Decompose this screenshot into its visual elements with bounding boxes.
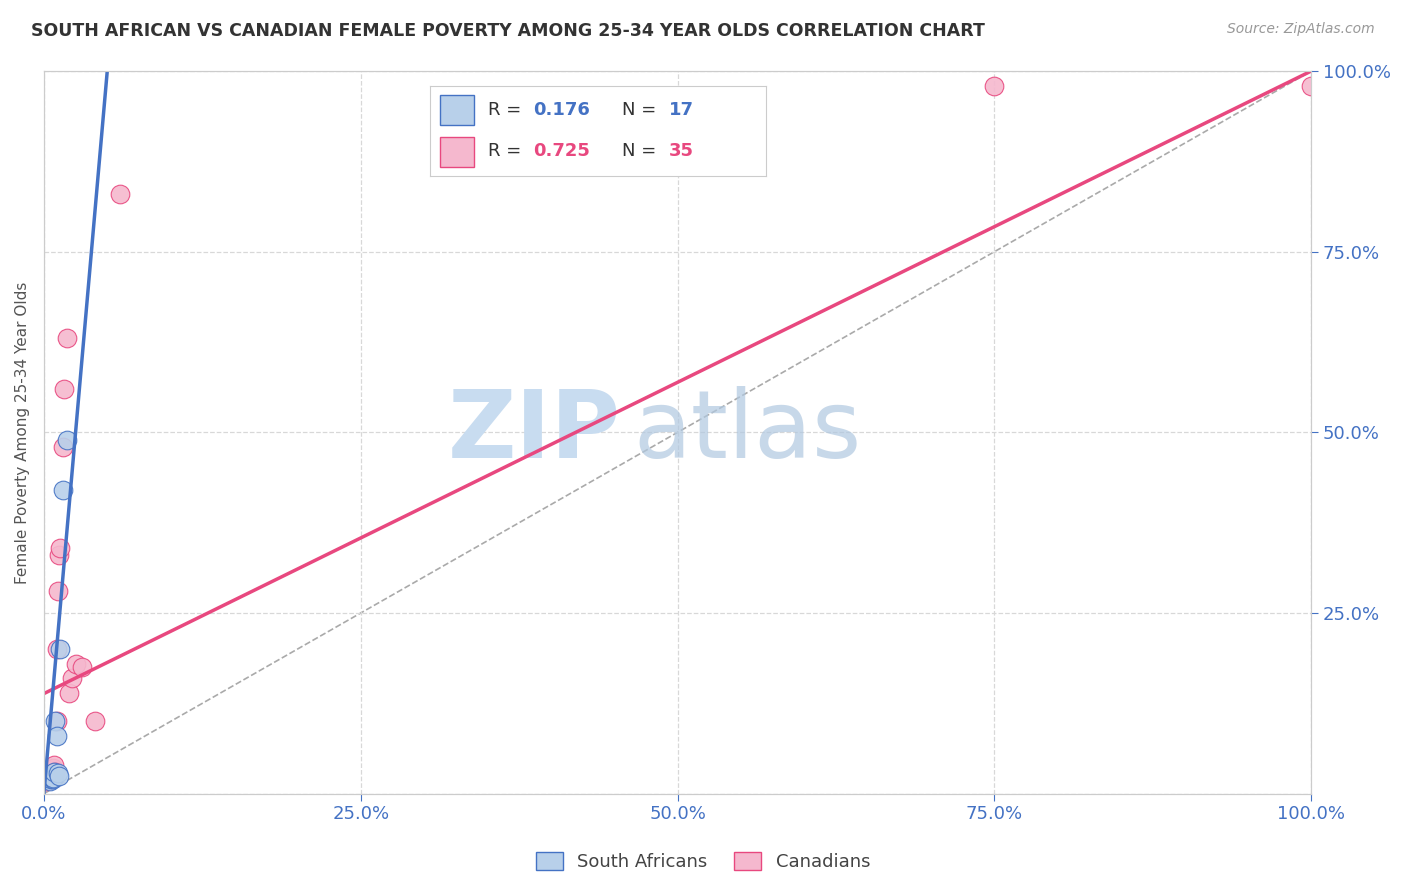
Point (35, 771, 58, 785)
Point (38, 771, 60, 785)
Point (1301, 78, 1323, 93)
Point (39, 773, 62, 788)
Text: atlas: atlas (633, 386, 862, 478)
Y-axis label: Female Poverty Among 25-34 Year Olds: Female Poverty Among 25-34 Year Olds (15, 281, 30, 583)
Point (48, 769, 70, 783)
Point (37, 772, 59, 787)
Point (35, 773, 58, 788)
Point (42, 769, 65, 783)
Point (70, 660, 93, 674)
Point (42, 757, 65, 772)
Point (52, 440, 75, 454)
Point (83, 714, 105, 729)
Point (45, 642, 67, 657)
Point (42, 764, 65, 779)
Point (41, 772, 63, 787)
Point (49, 642, 72, 657)
Point (49, 541, 72, 555)
Point (55, 331, 77, 345)
Point (44, 714, 66, 729)
Point (44, 764, 66, 779)
Text: Source: ZipAtlas.com: Source: ZipAtlas.com (1227, 22, 1375, 37)
Point (52, 483, 75, 498)
Point (37, 769, 59, 783)
Point (41, 770, 63, 784)
Point (39, 772, 62, 787)
Point (37, 772, 59, 787)
Point (39, 764, 62, 779)
Text: ZIP: ZIP (447, 386, 620, 478)
Point (41, 772, 63, 787)
Point (65, 657, 87, 671)
Point (42, 772, 65, 787)
Point (983, 78, 1005, 93)
Point (35, 772, 58, 787)
Text: SOUTH AFRICAN VS CANADIAN FEMALE POVERTY AMONG 25-34 YEAR OLDS CORRELATION CHART: SOUTH AFRICAN VS CANADIAN FEMALE POVERTY… (31, 22, 984, 40)
Point (34, 772, 56, 787)
Point (46, 584, 69, 599)
Point (41, 771, 63, 785)
Point (42, 764, 65, 779)
Point (45, 729, 67, 743)
Point (46, 766, 69, 780)
Point (39, 769, 62, 783)
Point (38, 769, 60, 783)
Point (38, 772, 60, 787)
Point (48, 548, 70, 562)
Point (45, 714, 67, 729)
Point (42, 772, 65, 786)
Point (53, 382, 76, 396)
Point (39, 771, 62, 785)
Point (42, 769, 65, 783)
Point (55, 433, 77, 447)
Point (41, 766, 63, 780)
Point (60, 671, 83, 685)
Point (42, 761, 65, 775)
Point (108, 186, 131, 201)
Point (58, 685, 80, 699)
Legend: South Africans, Canadians: South Africans, Canadians (529, 845, 877, 879)
